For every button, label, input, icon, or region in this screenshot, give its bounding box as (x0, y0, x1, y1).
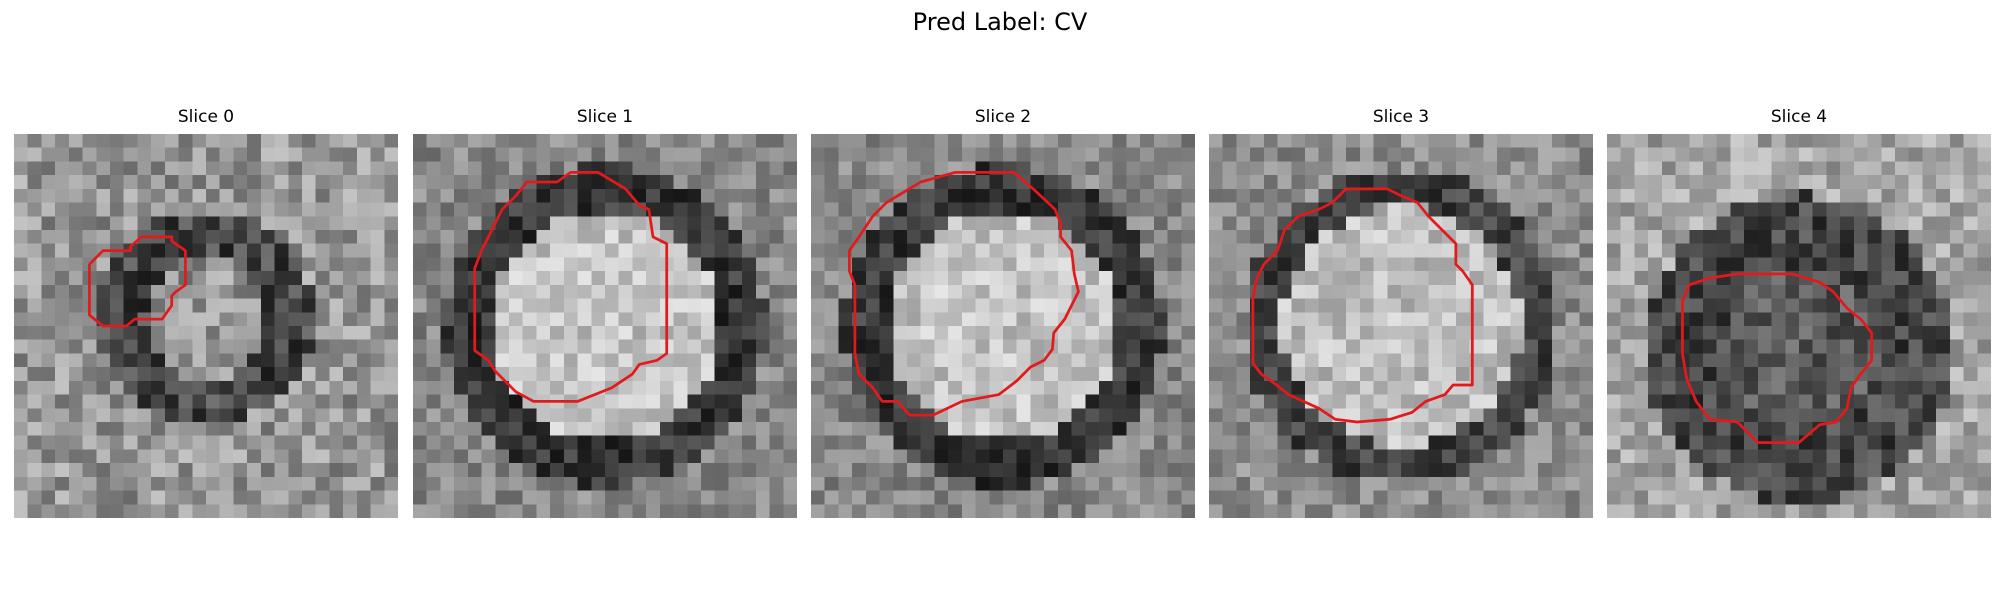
slice-panel: Slice 3 (1209, 104, 1593, 518)
pixel-grid (811, 134, 1195, 518)
pixel-grid (14, 134, 398, 518)
slice-panel: Slice 4 (1607, 104, 1991, 518)
slice-image (811, 134, 1195, 518)
figure-title: Pred Label: CV (0, 6, 2000, 38)
pixel-grid (1209, 134, 1593, 518)
slice-panel: Slice 1 (413, 104, 797, 518)
panel-title: Slice 0 (14, 104, 398, 130)
pixel-grid (1607, 134, 1991, 518)
slice-image (1209, 134, 1593, 518)
panel-title: Slice 4 (1607, 104, 1991, 130)
panel-title: Slice 3 (1209, 104, 1593, 130)
slice-panel: Slice 0 (14, 104, 398, 518)
pixel-grid (413, 134, 797, 518)
slice-image (1607, 134, 1991, 518)
slice-image (413, 134, 797, 518)
slice-image (14, 134, 398, 518)
panel-title: Slice 1 (413, 104, 797, 130)
slice-panel: Slice 2 (811, 104, 1195, 518)
panel-title: Slice 2 (811, 104, 1195, 130)
